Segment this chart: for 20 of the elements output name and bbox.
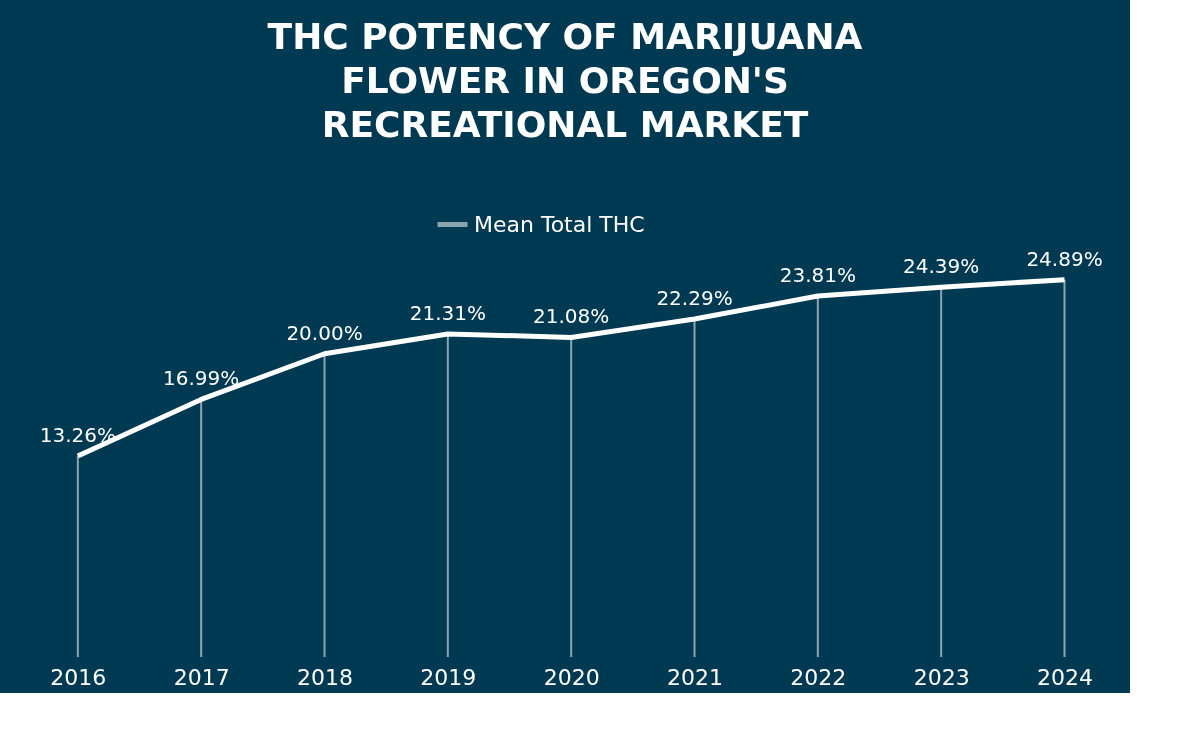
x-tick-label: 2018 (297, 664, 353, 690)
x-tick-label: 2021 (667, 664, 723, 690)
x-tick-label: 2016 (50, 664, 107, 690)
legend-label: Mean Total THC (474, 211, 645, 237)
data-label: 24.89% (1026, 246, 1103, 271)
data-label: 21.31% (409, 300, 486, 325)
x-tick-label: 2023 (913, 664, 970, 690)
x-tick-label: 2020 (543, 664, 600, 690)
data-label: 21.08% (533, 304, 610, 329)
x-tick-label: 2022 (790, 664, 847, 690)
x-tick-label: 2017 (173, 664, 230, 690)
x-tick-label: 2024 (1037, 664, 1093, 690)
data-label: 20.00% (286, 320, 363, 345)
data-label: 22.29% (656, 286, 733, 311)
data-label: 23.81% (779, 263, 856, 288)
data-label: 13.26% (39, 422, 116, 447)
data-label: 24.39% (903, 254, 980, 279)
data-label: 16.99% (163, 366, 240, 391)
x-tick-label: 2019 (420, 664, 477, 690)
chart-title: THC POTENCY OF MARIJUANA FLOWER IN OREGON'S RECREATIONAL MARKET (267, 16, 863, 145)
